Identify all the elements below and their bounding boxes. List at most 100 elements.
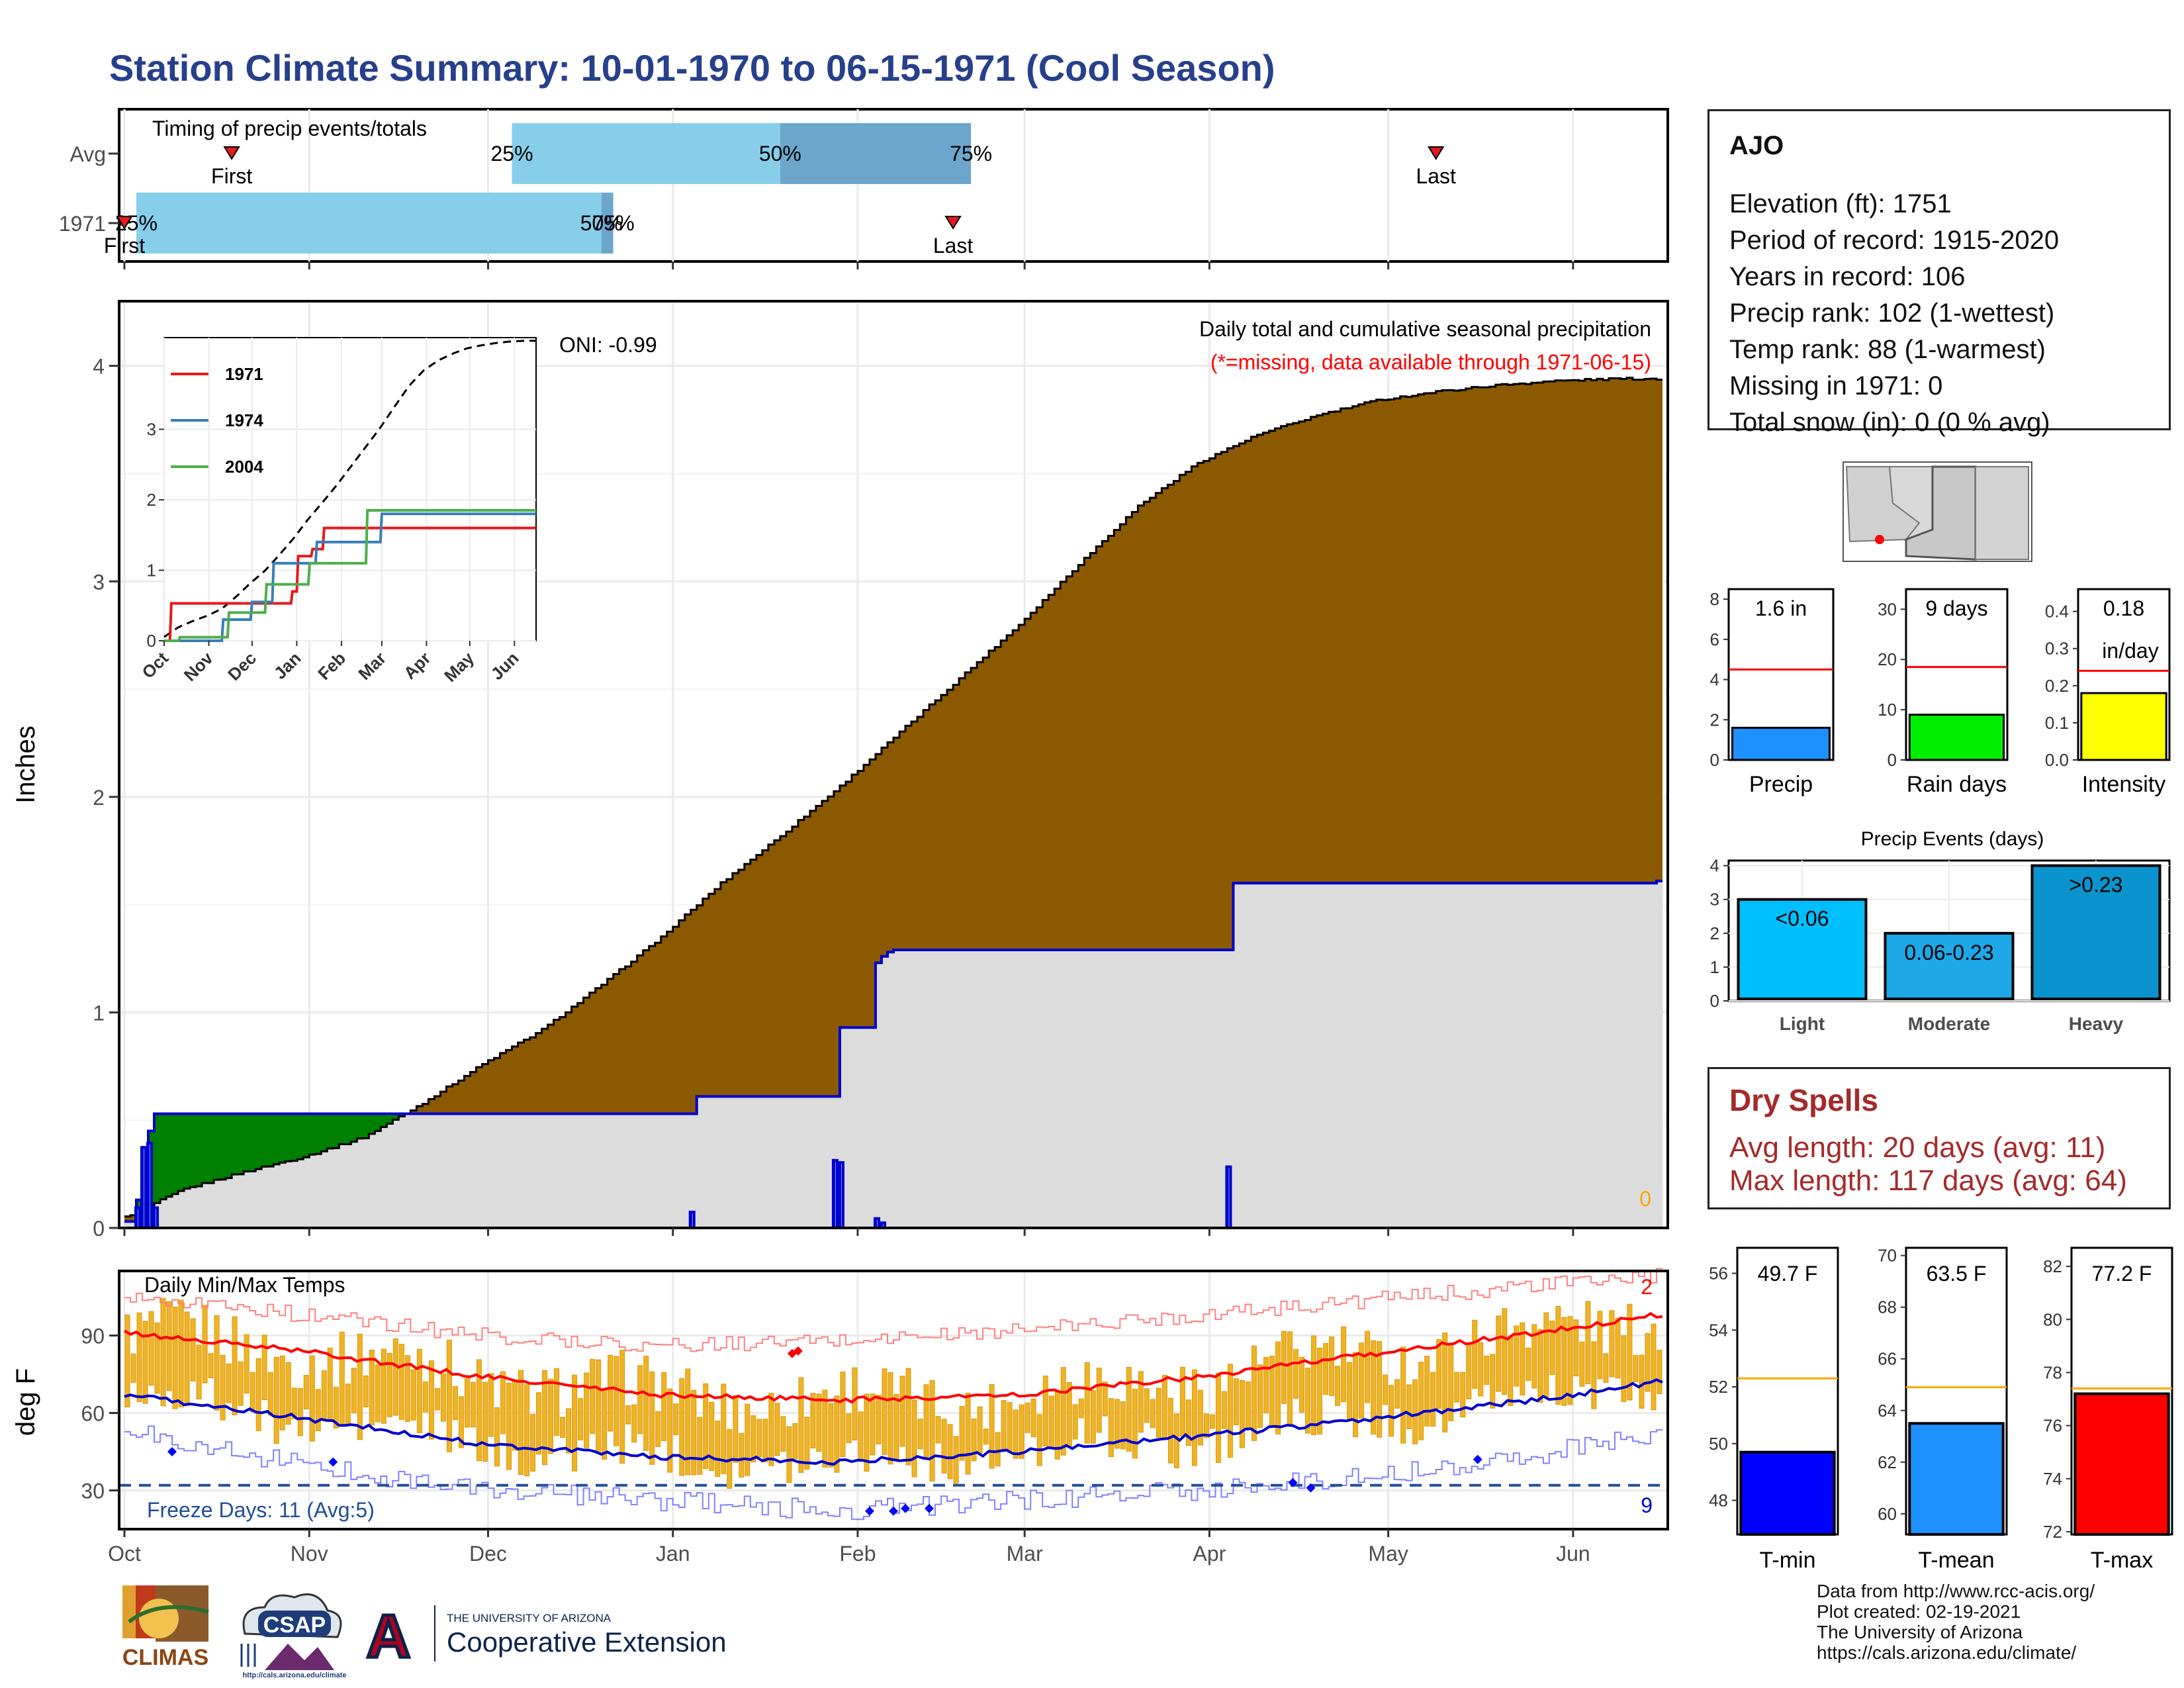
month-label-3: Jan [656, 1542, 690, 1566]
timing-first-marker-avg [223, 146, 240, 160]
credit-university: The University of Arizona [1817, 1622, 2023, 1642]
dry-spells-max: Max length: 117 days (avg: 64) [1729, 1164, 2127, 1197]
timing-last-label-yr: Last [933, 234, 974, 258]
station-name: AJO [1729, 131, 1784, 160]
daily-precip-bar-inner [882, 1224, 884, 1228]
mini-precip-bar-1 [1908, 714, 2005, 761]
record-low-marker [925, 1503, 934, 1513]
precip-subtitle: Daily total and cumulative seasonal prec… [1199, 317, 1651, 341]
record-max-line [124, 1268, 1662, 1352]
missing-count: 0 [1639, 1187, 1651, 1211]
events-tick-label: 4 [1710, 856, 1719, 876]
inset-frame [163, 337, 537, 641]
station-missing: Missing in 1971: 0 [1729, 371, 1943, 400]
timing-last-marker-yr [944, 216, 962, 230]
credit-plot-date: Plot created: 02-19-2021 [1817, 1601, 2021, 1622]
month-label-4: Feb [839, 1542, 876, 1566]
precip-events-panel: Precip Events (days) <0.06 Light 0.06-0.23 M… [1710, 828, 2171, 1034]
month-label-1: Nov [291, 1542, 328, 1566]
timing-last-marker-avg [1427, 146, 1445, 160]
map-new-mexico [1975, 466, 2029, 560]
mini-temp-tick-label: 76 [2043, 1416, 2062, 1436]
inset-series-line-2004 [164, 508, 536, 642]
record-high-count: 2 [1641, 1275, 1653, 1299]
timing-row-label-yr: 1971 [59, 212, 106, 236]
mini-temp-tick-label: 80 [2043, 1309, 2062, 1329]
climas-logo: CLIMAS [109, 1585, 222, 1675]
record-low-marker [864, 1506, 874, 1516]
mini-temp-tick-label: 70 [1878, 1246, 1897, 1266]
month-label-8: Jun [1556, 1542, 1590, 1566]
mini-temp-tick-label: 82 [2043, 1256, 2062, 1276]
avg-cumulative-line [124, 377, 1662, 1218]
timing-last-label-avg: Last [1416, 164, 1456, 188]
mini-temp-tick-label: 60 [1878, 1504, 1897, 1524]
mini-precip-value-1: 9 days [1925, 596, 1987, 620]
precip-ylabel: Inches [11, 726, 40, 804]
daily-precip-bar-inner [876, 1219, 878, 1228]
ua-extension-text: Cooperative Extension [447, 1626, 727, 1658]
mini-precip-bar-0 [1731, 726, 1831, 761]
daily-precip-bar-inner [841, 1164, 842, 1228]
timing-p75-label-yr: 75% [592, 211, 635, 235]
mini-temp-tick-label: 68 [1878, 1297, 1897, 1317]
inset-series-line-1974 [164, 512, 536, 642]
events-tick-label: 2 [1710, 923, 1719, 943]
mini-precip-tick-label: 4 [1710, 670, 1719, 690]
mini-temp-label-2: T-max [2091, 1548, 2153, 1573]
mini-precip-tick-label: 0.0 [2045, 750, 2069, 770]
temp-ytick-label-1: 60 [81, 1402, 105, 1426]
timing-bar-p25-p50-avg [512, 123, 780, 184]
temp-ytick-label-0: 30 [81, 1479, 105, 1503]
year-cumulative-line [124, 879, 1662, 1223]
inset-ytick-label-0: 0 [147, 631, 156, 651]
events-category-1: Moderate [1908, 1013, 1990, 1034]
record-low-count: 9 [1641, 1493, 1653, 1517]
mini-precip-label-2: Intensity [2082, 772, 2166, 797]
dry-spells-title: Dry Spells [1729, 1083, 1878, 1117]
events-tick-label: 3 [1710, 890, 1719, 910]
inset-series-line-1971 [164, 526, 537, 642]
events-bar-label-0: <0.06 [1776, 907, 1829, 931]
temperature-panel: 30 60 90 Oct Nov Dec Jan Feb Mar Apr May Jun deg F Da… [11, 1268, 1669, 1566]
mini-temp-bar-0 [1739, 1450, 1836, 1536]
timing-p75-label-avg: 75% [950, 142, 992, 165]
mini-precip-tick-label: 0 [1710, 750, 1719, 770]
events-category-2: Heavy [2069, 1013, 2124, 1034]
station-temp-rank: Temp rank: 88 (1-warmest) [1729, 335, 2046, 364]
inset-ytick-label-2: 2 [147, 490, 156, 510]
record-low-marker [328, 1457, 338, 1467]
mini-precip-bars: 1.6 in 0 2 4 6 8 Precip 9 days 0 10 20 30 Rain days 0… [1710, 588, 2171, 797]
month-label-7: May [1368, 1542, 1408, 1566]
events-title: Precip Events (days) [1861, 828, 2044, 850]
daily-precip-bar-inner [1228, 1168, 1230, 1228]
mini-temp-bar-2 [2073, 1392, 2170, 1536]
ua-small-text: THE UNIVERSITY OF ARIZONA [447, 1612, 612, 1624]
precip-ytick-label-3: 3 [93, 570, 105, 594]
mini-temp-tick-label: 62 [1878, 1452, 1897, 1472]
daily-precip-bar-inner [692, 1213, 693, 1228]
record-low-marker [167, 1447, 177, 1456]
temp-ytick-label-2: 90 [81, 1325, 105, 1348]
page-title: Station Climate Summary: 10-01-1970 to 0… [109, 47, 1275, 89]
mini-temp-tick-label: 64 [1878, 1401, 1897, 1421]
record-min-line [124, 1425, 1662, 1521]
record-low-marker [1473, 1454, 1482, 1464]
month-label-5: Mar [1007, 1542, 1043, 1566]
month-label-0: Oct [108, 1542, 141, 1566]
precip-ytick-label-0: 0 [93, 1217, 105, 1241]
mini-precip-tick-label: 0.2 [2045, 676, 2069, 696]
events-tick-label: 0 [1710, 991, 1719, 1011]
mini-precip-tick-label: 8 [1710, 589, 1719, 609]
mini-precip-tick-label: 0.3 [2045, 639, 2069, 659]
station-location-marker [1875, 535, 1884, 544]
station-elevation: Elevation (ft): 1751 [1729, 189, 1952, 218]
dry-spells-avg: Avg length: 20 days (avg: 11) [1729, 1131, 2106, 1164]
credit-url: https://cals.arizona.edu/climate/ [1817, 1642, 2077, 1663]
temp-frame [118, 1270, 1669, 1530]
csap-logo-text: CSAP [263, 1613, 326, 1638]
oni-value: ONI: -0.99 [559, 333, 657, 357]
timing-bar-p50-p75-avg [780, 123, 972, 184]
mini-precip-bar-2 [2080, 692, 2167, 761]
